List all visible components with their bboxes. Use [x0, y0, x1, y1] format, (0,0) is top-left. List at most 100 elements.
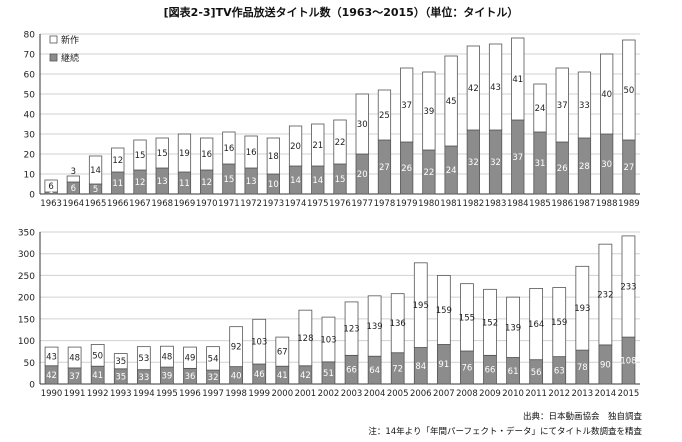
data-label-continuing: 11 [179, 179, 190, 189]
data-label-new: 15 [157, 149, 168, 159]
data-label-new: 54 [208, 354, 219, 364]
x-tick-label: 1971 [218, 199, 240, 209]
data-label-continuing: 108 [620, 357, 636, 367]
data-label-new: 37 [401, 101, 412, 111]
data-label-new: 24 [535, 104, 546, 114]
x-tick-label: 1964 [63, 199, 85, 209]
data-label-continuing: 32 [490, 158, 501, 168]
legend-label-continuing: 継続 [61, 52, 79, 64]
data-label-continuing: 78 [577, 363, 588, 373]
x-tick-label: 2007 [433, 389, 455, 399]
data-label-continuing: 42 [46, 371, 57, 381]
data-label-new: 35 [115, 357, 126, 367]
bar-new [444, 55, 458, 147]
data-label-new: 159 [436, 306, 452, 316]
x-tick-label: 2002 [318, 389, 340, 399]
data-label-new: 45 [446, 97, 457, 107]
data-label-continuing: 26 [557, 164, 568, 174]
x-tick-label: 1981 [440, 199, 462, 209]
bar-new [67, 346, 82, 369]
data-label-new: 22 [335, 138, 346, 148]
data-label-new: 37 [557, 101, 568, 111]
x-tick-label: 1989 [618, 199, 640, 209]
y-tick-label: 60 [24, 71, 36, 81]
data-label-new: 14 [90, 166, 101, 176]
x-tick-label: 2005 [387, 389, 409, 399]
data-label-continuing: 37 [69, 372, 80, 382]
y-tick-label: 100 [18, 337, 35, 347]
y-tick-label: 50 [24, 91, 36, 101]
data-label-new: 41 [512, 75, 523, 85]
x-tick-label: 2003 [341, 389, 363, 399]
data-label-new: 16 [201, 150, 212, 160]
data-label-new: 30 [357, 120, 368, 130]
bar-new [529, 288, 544, 361]
data-label-continuing: 5 [93, 185, 98, 195]
data-label-continuing: 46 [254, 370, 265, 380]
data-label-continuing: 91 [438, 360, 449, 370]
bar-new [400, 67, 414, 143]
x-tick-label: 1966 [107, 199, 129, 209]
data-label-new: 6 [48, 182, 53, 192]
x-tick-label: 1972 [240, 199, 262, 209]
data-label-new: 25 [379, 111, 390, 121]
data-label-continuing: 31 [535, 159, 546, 169]
x-tick-label: 1990 [41, 389, 63, 399]
data-label-continuing: 6 [71, 184, 76, 194]
bar-new [436, 275, 451, 345]
bar-new [621, 235, 636, 338]
x-tick-label: 1995 [156, 389, 178, 399]
bar-new [466, 45, 480, 131]
bar-new [111, 147, 125, 173]
bar-new [622, 39, 636, 141]
bar-new [275, 336, 290, 367]
x-tick-label: 2004 [364, 389, 386, 399]
data-label-new: 103 [251, 338, 267, 348]
data-label-new: 195 [413, 301, 429, 311]
bar-new [333, 119, 347, 165]
data-label-new: 16 [246, 148, 257, 158]
x-tick-label: 1969 [174, 199, 196, 209]
x-tick-label: 1985 [529, 199, 551, 209]
chart-1963-1989: 0102030405060708019631619646319655141966… [24, 31, 640, 209]
data-label-new: 50 [623, 86, 634, 96]
data-label-continuing: 13 [246, 177, 257, 187]
data-label-new: 152 [482, 318, 498, 328]
data-label-new: 16 [223, 144, 234, 154]
data-label-continuing: 66 [485, 366, 496, 376]
x-tick-label: 2000 [271, 389, 293, 399]
x-tick-label: 1987 [574, 199, 596, 209]
legend-swatch-continuing [49, 53, 58, 62]
data-label-new: 33 [579, 101, 590, 111]
x-tick-label: 1970 [196, 199, 218, 209]
x-tick-label: 1975 [307, 199, 329, 209]
y-tick-label: 350 [18, 229, 35, 239]
bar-new [355, 93, 369, 155]
data-label-continuing: 41 [92, 371, 103, 381]
data-label-new: 233 [620, 283, 636, 293]
chart-1990-2015: 0501001502002503003501990424319913748199… [18, 229, 640, 399]
x-tick-label: 1992 [87, 389, 109, 399]
data-label-new: 232 [597, 291, 613, 301]
x-tick-label: 2014 [595, 389, 617, 399]
bar-new [44, 179, 58, 193]
y-tick-label: 40 [24, 111, 36, 121]
data-label-continuing: 26 [401, 164, 412, 174]
bar-new [229, 326, 244, 368]
data-label-continuing: 64 [369, 366, 380, 376]
y-tick-label: 250 [18, 272, 35, 282]
x-tick-label: 2010 [502, 389, 524, 399]
data-label-continuing: 12 [201, 178, 212, 188]
bar-new [344, 301, 359, 356]
bar-new [506, 296, 520, 358]
bar-new [577, 71, 592, 139]
x-tick-label: 2013 [571, 389, 593, 399]
y-tick-label: 30 [24, 131, 36, 141]
x-tick-label: 1996 [179, 389, 201, 399]
data-label-new: 123 [343, 325, 359, 335]
chart-title: [図表2-3]TV作品放送タイトル数（1963〜2015）（単位：タイトル） [163, 6, 519, 19]
x-tick-label: 1968 [151, 199, 173, 209]
data-label-new: 49 [185, 354, 196, 364]
data-label-new: 155 [459, 313, 475, 323]
x-tick-label: 1978 [374, 199, 396, 209]
